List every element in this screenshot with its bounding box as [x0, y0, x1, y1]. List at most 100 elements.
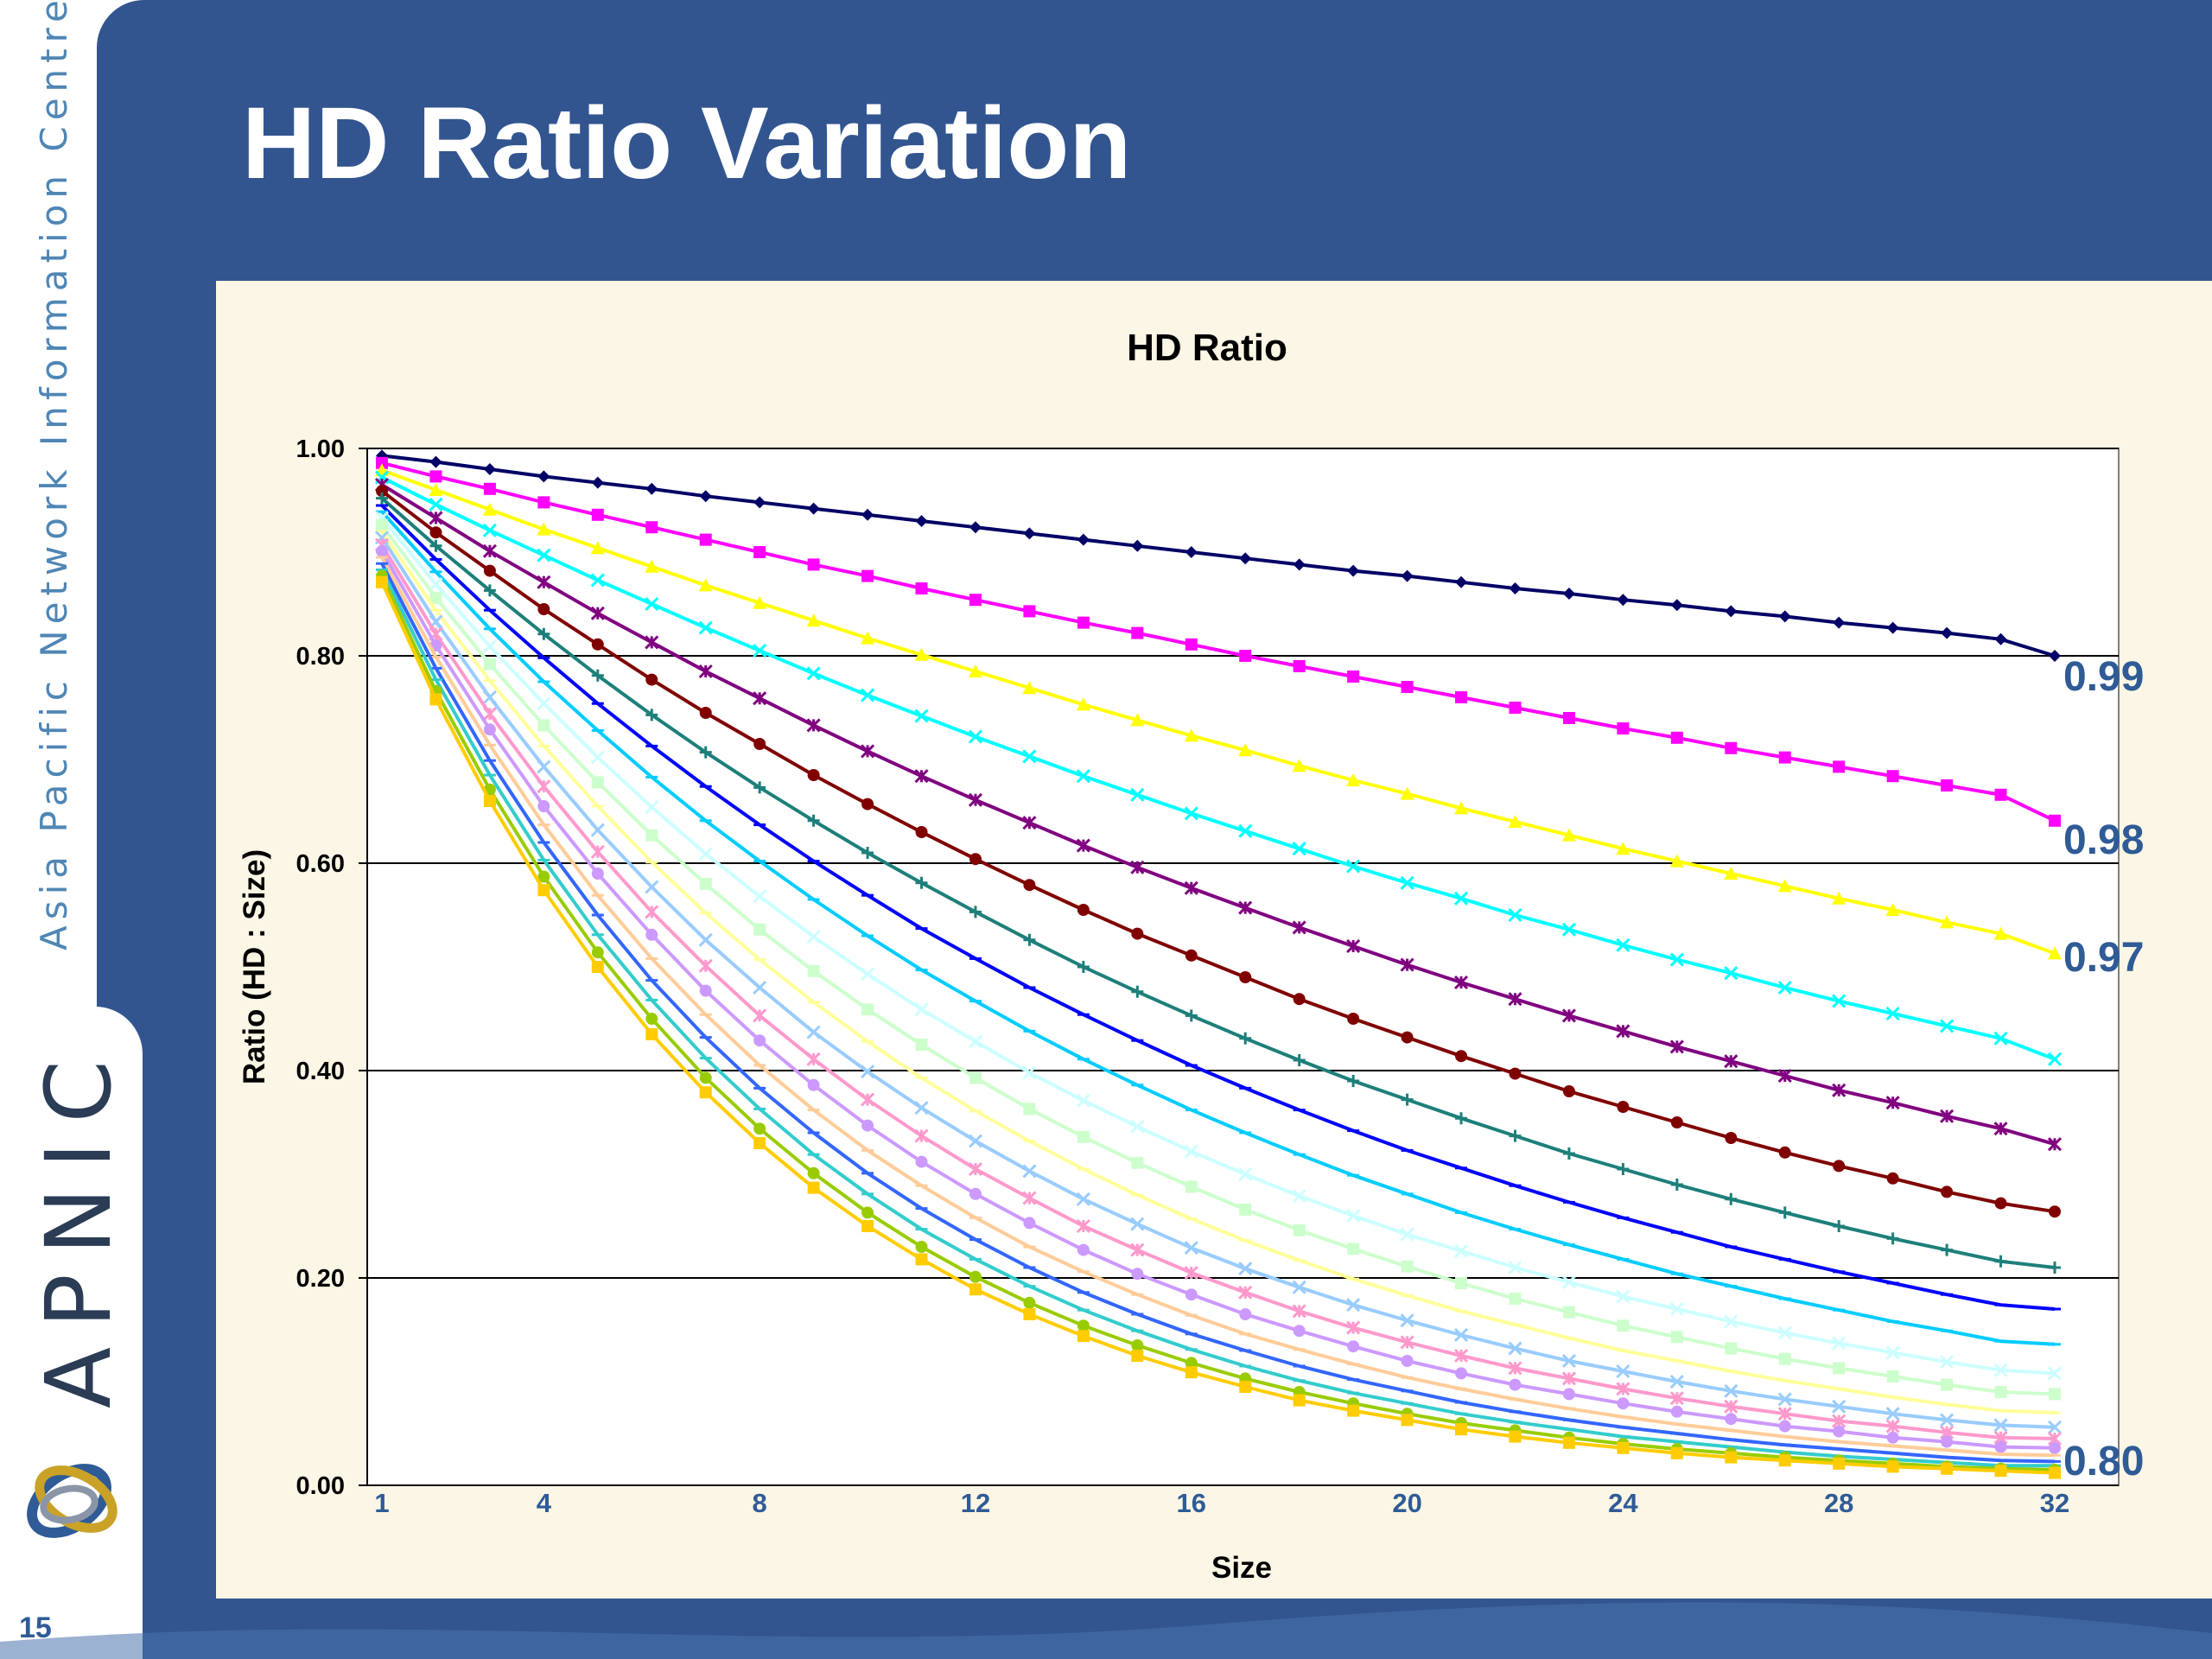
x-axis-title: Size — [1211, 1551, 1272, 1585]
data-point-hd-0.87 — [1184, 1241, 1198, 1255]
data-point-hd-0.87 — [806, 1025, 821, 1039]
data-point-hd-0.97 — [1292, 759, 1306, 772]
data-point-hd-0.94 — [1347, 1013, 1360, 1025]
data-point-hd-0.9 — [1400, 1227, 1414, 1242]
data-point-hd-0.85 — [1725, 1413, 1738, 1426]
data-point-hd-0.89 — [1617, 1319, 1630, 1332]
data-point-hd-0.8 — [861, 1220, 874, 1232]
data-point-hd-0.98 — [1077, 616, 1090, 629]
data-point-hd-0.98 — [699, 533, 712, 546]
data-point-hd-0.95 — [1130, 860, 1145, 874]
data-point-hd-0.94 — [699, 707, 712, 719]
data-point-hd-0.87 — [1885, 1407, 1900, 1421]
data-point-hd-0.8 — [591, 961, 604, 973]
data-point-hd-0.94 — [915, 826, 928, 838]
data-point-hd-0.97 — [1022, 681, 1037, 695]
data-point-hd-0.8 — [429, 693, 442, 706]
data-point-hd-0.95 — [1022, 816, 1037, 830]
data-point-hd-0.87 — [1777, 1392, 1792, 1407]
data-point-hd-0.85 — [1077, 1243, 1090, 1256]
data-point-hd-0.89 — [807, 964, 820, 977]
data-point-hd-0.93 — [1833, 1220, 1846, 1232]
bottom-wave-decoration — [0, 1602, 2212, 1659]
data-point-hd-0.96 — [1940, 1019, 1955, 1033]
data-point-hd-0.8 — [1131, 1350, 1144, 1362]
data-point-hd-0.93 — [807, 814, 820, 827]
data-point-hd-0.99 — [1023, 527, 1036, 540]
data-point-hd-0.8 — [969, 1283, 982, 1296]
data-point-hd-0.89 — [1077, 1130, 1090, 1143]
data-point-hd-0.98 — [2049, 814, 2061, 827]
data-point-hd-0.97 — [1454, 801, 1469, 815]
data-point-hd-0.85 — [1401, 1355, 1414, 1367]
data-point-hd-0.89 — [429, 591, 442, 604]
data-point-hd-0.93 — [1347, 1075, 1360, 1087]
data-point-hd-0.97 — [1508, 815, 1522, 828]
data-point-hd-0.87 — [698, 932, 713, 947]
data-point-hd-0.85 — [1131, 1268, 1144, 1281]
data-point-hd-0.94 — [1886, 1172, 1899, 1185]
data-point-hd-0.95 — [753, 691, 767, 706]
data-point-hd-0.85 — [1562, 1388, 1575, 1401]
data-point-hd-0.81 — [1185, 1357, 1198, 1370]
data-point-hd-0.93 — [1023, 933, 1036, 946]
data-point-hd-0.96 — [1724, 966, 1738, 981]
data-point-hd-0.95 — [1508, 992, 1522, 1007]
data-point-hd-0.86 — [1292, 1304, 1306, 1319]
data-point-hd-0.8 — [699, 1086, 712, 1099]
data-point-hd-0.99 — [915, 515, 928, 527]
data-point-hd-0.97 — [806, 613, 821, 627]
data-point-hd-0.99 — [1725, 605, 1738, 618]
x-tick-label: 8 — [753, 1488, 767, 1518]
data-point-hd-0.81 — [915, 1241, 928, 1253]
data-point-hd-0.95 — [914, 769, 929, 784]
data-point-hd-0.99 — [1562, 588, 1575, 600]
data-point-hd-0.89 — [915, 1039, 928, 1051]
data-point-hd-0.94 — [1293, 993, 1306, 1006]
data-point-hd-0.99 — [537, 470, 550, 483]
data-point-hd-0.95 — [1832, 1083, 1847, 1097]
data-point-hd-0.93 — [2049, 1262, 2061, 1274]
data-point-hd-0.98 — [483, 482, 496, 495]
data-point-hd-0.98 — [1994, 788, 2007, 801]
data-point-hd-0.99 — [2049, 650, 2061, 662]
logo-panel — [0, 1007, 143, 1659]
data-point-hd-0.93 — [376, 492, 388, 505]
data-point-hd-0.89 — [1833, 1362, 1846, 1375]
data-point-hd-0.93 — [1455, 1112, 1468, 1125]
data-point-hd-0.86 — [537, 779, 551, 794]
data-point-hd-0.97 — [482, 502, 497, 516]
data-point-hd-0.8 — [915, 1253, 928, 1266]
data-point-hd-0.94 — [1131, 927, 1144, 940]
data-point-hd-0.94 — [1778, 1146, 1791, 1159]
data-point-hd-0.8 — [1239, 1381, 1252, 1393]
data-point-hd-0.9 — [1184, 1144, 1198, 1159]
data-point-hd-0.9 — [914, 1002, 929, 1017]
data-point-hd-0.99 — [483, 463, 496, 475]
data-point-hd-0.85 — [1023, 1217, 1036, 1230]
data-point-hd-0.89 — [2049, 1388, 2061, 1401]
data-point-hd-0.99 — [1509, 582, 1522, 594]
data-point-hd-0.86 — [1724, 1399, 1738, 1414]
data-point-hd-0.95 — [1238, 900, 1253, 915]
data-point-hd-0.96 — [753, 643, 767, 658]
data-point-hd-0.98 — [1617, 722, 1630, 734]
data-point-hd-0.8 — [537, 884, 550, 897]
data-point-hd-0.87 — [1561, 1353, 1577, 1369]
data-point-hd-0.87 — [861, 1065, 875, 1079]
data-point-hd-0.93 — [1778, 1206, 1791, 1219]
data-point-hd-0.98 — [1886, 770, 1899, 783]
data-point-hd-0.85 — [753, 1034, 766, 1047]
data-point-hd-0.99 — [1131, 539, 1144, 552]
data-point-hd-0.96 — [482, 523, 497, 537]
data-point-hd-0.8 — [1886, 1460, 1899, 1473]
data-point-hd-0.96 — [806, 666, 821, 681]
data-point-hd-0.94 — [1401, 1031, 1414, 1044]
data-point-hd-0.8 — [483, 795, 496, 807]
series-line-hd-0.85 — [380, 550, 2056, 1450]
data-point-hd-0.96 — [1238, 823, 1253, 838]
data-point-hd-0.9 — [1777, 1325, 1792, 1340]
data-point-hd-0.96 — [1453, 891, 1469, 906]
x-tick-label: 16 — [1177, 1488, 1206, 1518]
